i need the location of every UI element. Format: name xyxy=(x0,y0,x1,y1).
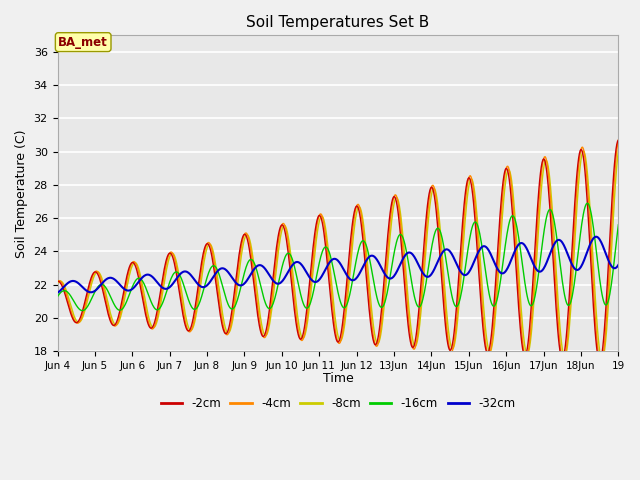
X-axis label: Time: Time xyxy=(323,372,353,385)
Y-axis label: Soil Temperature (C): Soil Temperature (C) xyxy=(15,129,28,257)
Text: BA_met: BA_met xyxy=(58,36,108,48)
Title: Soil Temperatures Set B: Soil Temperatures Set B xyxy=(246,15,429,30)
Legend: -2cm, -4cm, -8cm, -16cm, -32cm: -2cm, -4cm, -8cm, -16cm, -32cm xyxy=(156,392,520,415)
